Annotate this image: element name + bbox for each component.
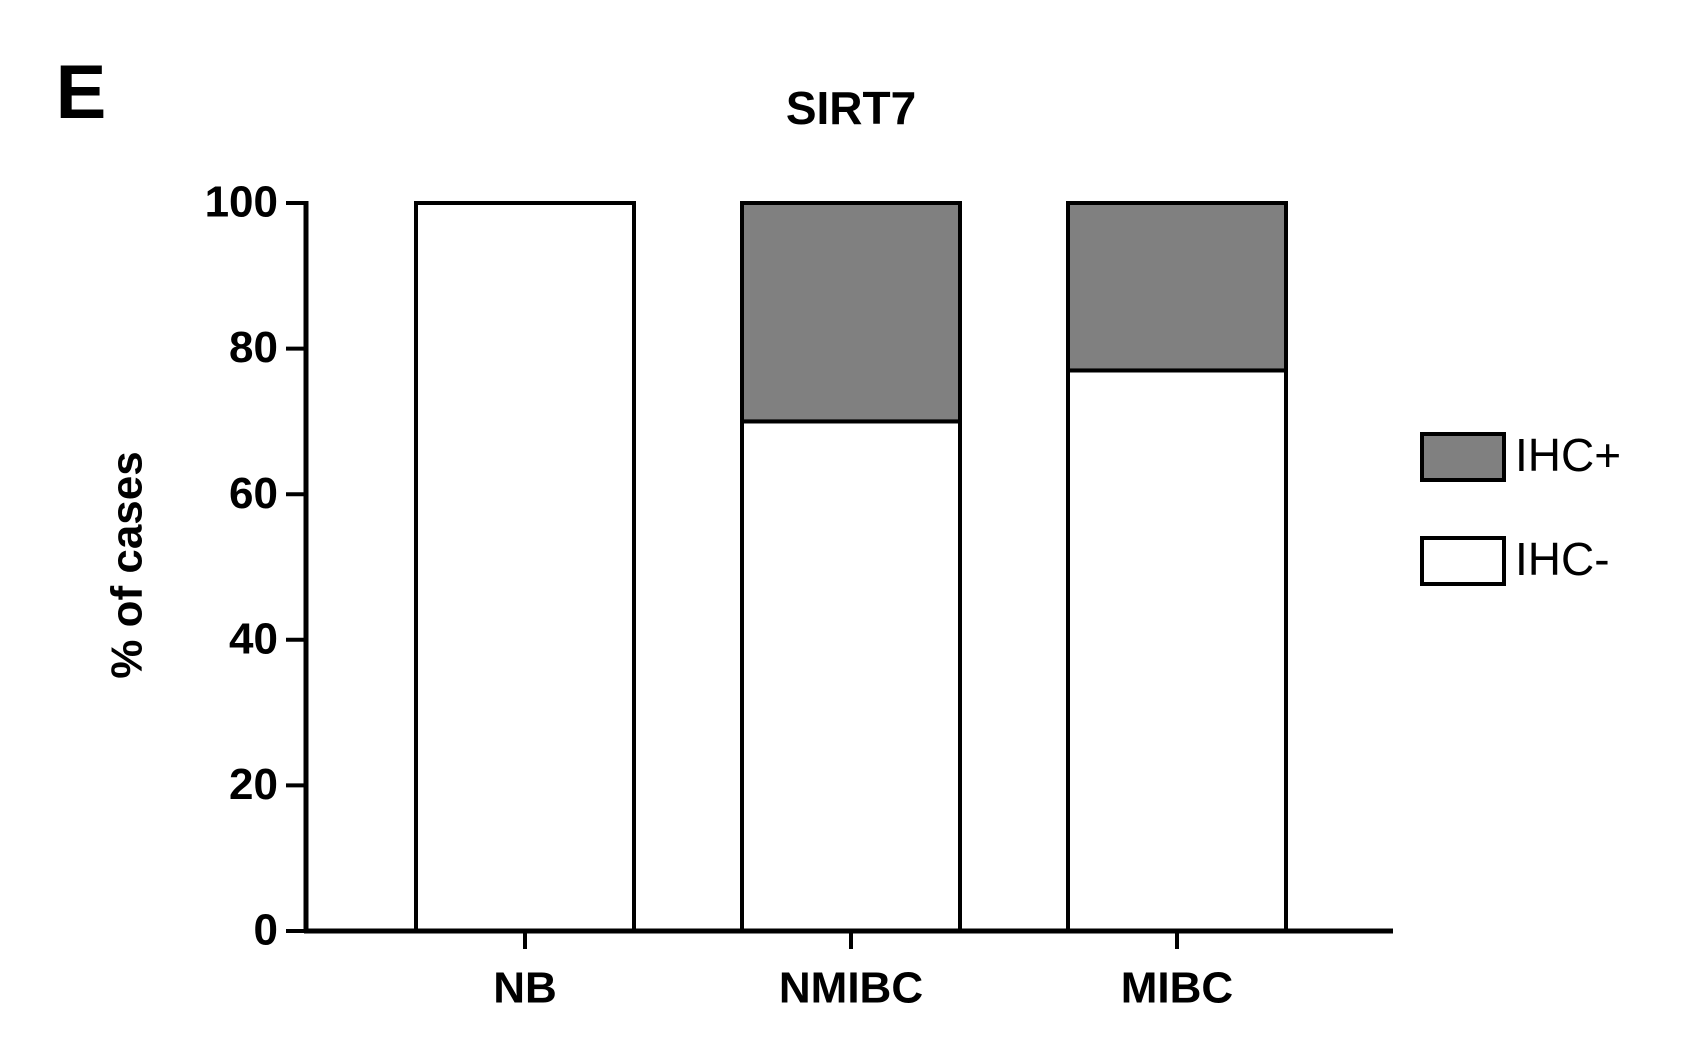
legend-label: IHC- [1515, 533, 1610, 585]
y-tick-label: 60 [229, 469, 278, 518]
legend-label: IHC+ [1515, 429, 1621, 481]
chart-title: SIRT7 [786, 82, 916, 134]
legend-swatch [1420, 432, 1506, 482]
legend-swatch [1420, 536, 1506, 586]
panel-label: E [56, 50, 107, 135]
x-tick-label: NMIBC [779, 964, 923, 1013]
bar-segment [414, 201, 636, 933]
y-tick-label: 80 [229, 323, 278, 372]
bar-segment [740, 419, 962, 933]
y-tick-label: 100 [205, 178, 278, 227]
x-tick-label: MIBC [1121, 964, 1233, 1013]
x-tick-label: NB [493, 964, 557, 1013]
y-tick-label: 40 [229, 614, 278, 663]
bar-segment [1066, 368, 1288, 933]
y-tick-label: 0 [254, 906, 278, 955]
bar-segment [740, 201, 962, 424]
y-tick-label: 20 [229, 760, 278, 809]
y-axis-label: % of cases [103, 451, 152, 678]
bar-segment [1066, 201, 1288, 373]
